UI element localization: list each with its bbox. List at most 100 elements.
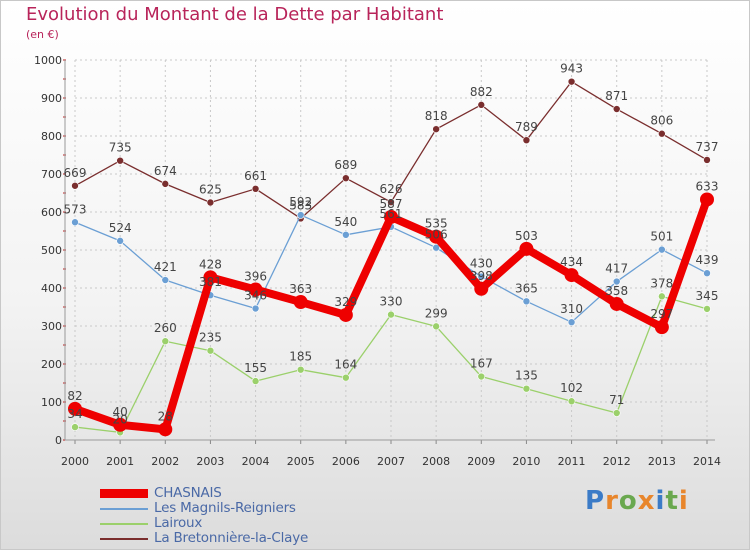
data-label: 358	[605, 284, 628, 298]
data-label: 674	[154, 164, 177, 178]
data-point	[206, 346, 215, 355]
x-tick-label: 2008	[422, 455, 450, 468]
data-label: 818	[425, 109, 448, 123]
data-label: 430	[470, 257, 493, 271]
data-label: 524	[109, 221, 132, 235]
data-label: 689	[334, 158, 357, 172]
data-label: 592	[289, 195, 312, 209]
data-point	[71, 218, 79, 227]
data-label: 398	[470, 269, 493, 283]
data-point	[342, 174, 350, 182]
data-point	[116, 156, 124, 165]
data-label: 381	[199, 275, 222, 289]
y-tick-label: 100	[41, 396, 62, 409]
data-label: 789	[515, 120, 538, 134]
data-label: 434	[560, 255, 583, 269]
legend-swatch	[100, 538, 148, 540]
data-point	[477, 372, 486, 381]
data-point	[477, 272, 486, 281]
data-point	[567, 77, 576, 86]
data-label: 82	[67, 389, 82, 403]
data-point	[113, 417, 128, 432]
data-point	[522, 297, 531, 306]
data-label: 235	[199, 331, 222, 345]
data-label: 587	[380, 197, 403, 211]
data-label: 345	[696, 289, 719, 303]
legend-label: Lairoux	[154, 515, 203, 531]
data-point	[161, 276, 170, 284]
legend-swatch	[100, 508, 148, 510]
data-point	[296, 365, 305, 374]
x-tick-label: 2000	[61, 455, 89, 468]
y-tick-label: 300	[41, 320, 62, 333]
data-point	[612, 277, 621, 286]
data-label: 540	[334, 215, 357, 229]
x-tick-label: 2012	[603, 455, 631, 468]
y-tick-label: 400	[41, 282, 62, 295]
data-point	[203, 270, 218, 285]
data-label: 625	[199, 183, 222, 197]
y-tick-label: 200	[41, 358, 62, 371]
x-tick-label: 2011	[558, 455, 586, 468]
data-label: 378	[650, 276, 673, 290]
data-label: 20	[113, 412, 128, 426]
data-label: 503	[515, 229, 538, 243]
logo-letter: o	[618, 486, 638, 516]
y-tick-label: 500	[41, 244, 62, 257]
x-tick-label: 2006	[332, 455, 360, 468]
data-label: 871	[605, 89, 628, 103]
data-point	[658, 245, 666, 254]
logo-letter: P	[585, 486, 606, 516]
data-label: 396	[244, 270, 267, 284]
data-label: 346	[244, 289, 267, 303]
logo-letter: i	[655, 486, 666, 516]
data-point	[68, 401, 82, 416]
data-point	[248, 282, 263, 297]
data-point	[522, 384, 531, 393]
legend-label: La Bretonnière-la-Claye	[154, 530, 309, 546]
data-point	[384, 209, 398, 224]
y-tick-label: 1000	[34, 54, 62, 67]
y-tick-label: 900	[41, 92, 62, 105]
data-label: 737	[696, 140, 719, 154]
data-point	[612, 105, 621, 113]
data-label: 299	[425, 306, 448, 320]
data-point	[161, 337, 170, 346]
logo-letter: r	[605, 486, 619, 516]
data-point	[654, 320, 669, 335]
data-label: 626	[380, 182, 403, 196]
y-tick-label: 800	[41, 130, 62, 143]
data-point	[429, 229, 444, 244]
data-point	[703, 156, 711, 164]
x-tick-label: 2013	[648, 455, 676, 468]
data-point	[567, 318, 576, 327]
data-label: 260	[154, 321, 177, 335]
data-point	[432, 322, 440, 331]
data-point	[116, 237, 124, 245]
data-label: 34	[67, 407, 82, 421]
series-chasnais	[68, 192, 714, 437]
data-point	[474, 281, 489, 296]
data-label: 365	[515, 281, 538, 295]
data-point	[658, 292, 666, 301]
data-label: 882	[470, 85, 493, 99]
data-point	[658, 129, 666, 138]
data-point	[251, 185, 260, 193]
data-point	[703, 305, 711, 313]
x-tick-label: 2001	[106, 455, 134, 468]
data-label: 329	[334, 295, 357, 309]
data-point	[342, 373, 350, 382]
data-label: 661	[244, 169, 267, 183]
chart-title: Evolution du Montant de la Dette par Hab…	[26, 4, 444, 25]
data-label: 428	[199, 257, 222, 271]
data-label: 501	[650, 230, 673, 244]
legend-label: Les Magnils-Reigniers	[154, 500, 296, 516]
x-tick-label: 2007	[377, 455, 405, 468]
data-label: 583	[289, 198, 312, 212]
x-tick-label: 2009	[467, 455, 495, 468]
data-label: 167	[470, 357, 493, 371]
data-label: 417	[605, 262, 628, 276]
data-label: 40	[113, 405, 128, 419]
data-point	[567, 397, 576, 406]
